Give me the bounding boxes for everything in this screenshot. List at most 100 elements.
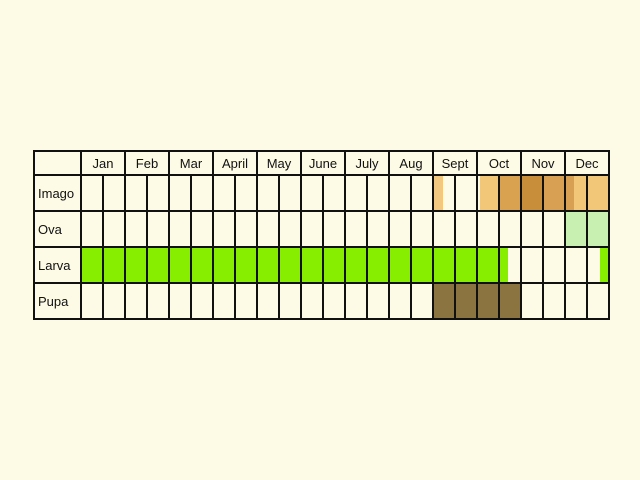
half-month-cell — [542, 174, 566, 212]
half-month-cell — [234, 282, 258, 320]
half-month-cell — [564, 210, 588, 248]
half-month-cell — [168, 246, 192, 284]
half-month-cell — [410, 282, 434, 320]
half-month-cell — [212, 246, 236, 284]
corner-cell — [33, 150, 82, 176]
stage-row-larva: Larva — [33, 246, 610, 284]
half-month-cell — [322, 174, 346, 212]
partial-fill — [480, 177, 497, 209]
stage-row-ova: Ova — [33, 210, 610, 248]
half-month-cell — [344, 246, 368, 284]
partial-fill — [574, 177, 585, 209]
partial-fill — [567, 177, 574, 209]
half-month-cell — [212, 174, 236, 212]
half-month-cell — [80, 210, 104, 248]
partial-fill — [435, 177, 443, 209]
half-month-cell — [102, 174, 126, 212]
half-month-cell — [278, 210, 302, 248]
half-month-cell — [388, 246, 412, 284]
half-month-cell — [146, 282, 170, 320]
month-header-may: May — [256, 150, 302, 176]
month-header-jan: Jan — [80, 150, 126, 176]
partial-fill — [589, 177, 607, 209]
half-month-cell — [366, 282, 390, 320]
half-month-cell — [476, 210, 500, 248]
month-header-nov: Nov — [520, 150, 566, 176]
half-month-cell — [102, 282, 126, 320]
stage-row-pupa: Pupa — [33, 282, 610, 320]
half-month-cell — [432, 174, 456, 212]
stage-label: Ova — [33, 210, 82, 248]
half-month-cell — [476, 246, 500, 284]
month-header-aug: Aug — [388, 150, 434, 176]
half-month-cell — [80, 246, 104, 284]
half-month-cell — [454, 282, 478, 320]
half-month-cell — [520, 282, 544, 320]
half-month-cell — [256, 174, 280, 212]
half-month-cell — [542, 246, 566, 284]
half-month-cell — [410, 210, 434, 248]
half-month-cell — [322, 210, 346, 248]
half-month-cell — [300, 282, 324, 320]
half-month-cell — [476, 282, 500, 320]
half-month-cell — [300, 210, 324, 248]
half-month-cell — [168, 210, 192, 248]
half-month-cell — [410, 174, 434, 212]
partial-fill — [501, 249, 508, 281]
half-month-cell — [520, 246, 544, 284]
partial-fill — [545, 177, 563, 209]
stage-label: Larva — [33, 246, 82, 284]
half-month-cell — [256, 210, 280, 248]
half-month-cell — [102, 246, 126, 284]
half-month-cell — [190, 282, 214, 320]
half-month-cell — [476, 174, 500, 212]
half-month-cell — [168, 174, 192, 212]
half-month-cell — [234, 210, 258, 248]
month-header-feb: Feb — [124, 150, 170, 176]
half-month-cell — [432, 282, 456, 320]
half-month-cell — [146, 174, 170, 212]
half-month-cell — [388, 174, 412, 212]
half-month-cell — [564, 174, 588, 212]
half-month-cell — [586, 174, 610, 212]
half-month-cell — [432, 246, 456, 284]
half-month-cell — [300, 174, 324, 212]
half-month-cell — [388, 210, 412, 248]
half-month-cell — [80, 282, 104, 320]
half-month-cell — [586, 282, 610, 320]
half-month-cell — [278, 174, 302, 212]
month-header-dec: Dec — [564, 150, 610, 176]
half-month-cell — [212, 282, 236, 320]
half-month-cell — [300, 246, 324, 284]
half-month-cell — [388, 282, 412, 320]
half-month-cell — [498, 210, 522, 248]
half-month-cell — [190, 174, 214, 212]
half-month-cell — [278, 246, 302, 284]
half-month-cell — [124, 282, 148, 320]
half-month-cell — [432, 210, 456, 248]
half-month-cell — [322, 246, 346, 284]
half-month-cell — [520, 210, 544, 248]
stage-label: Pupa — [33, 282, 82, 320]
month-header-july: July — [344, 150, 390, 176]
month-header-row: Jan Feb Mar April May June July Aug Sept Oct Nov De… — [33, 150, 610, 176]
partial-fill — [567, 213, 585, 245]
half-month-cell — [146, 246, 170, 284]
half-month-cell — [520, 174, 544, 212]
half-month-cell — [498, 282, 522, 320]
partial-fill — [600, 249, 607, 281]
half-month-cell — [498, 174, 522, 212]
half-month-cell — [410, 246, 434, 284]
half-month-cell — [256, 282, 280, 320]
half-month-cell — [146, 210, 170, 248]
half-month-cell — [344, 174, 368, 212]
half-month-cell — [564, 246, 588, 284]
half-month-cell — [124, 246, 148, 284]
month-header-june: June — [300, 150, 346, 176]
half-month-cell — [278, 282, 302, 320]
half-month-cell — [124, 174, 148, 212]
half-month-cell — [542, 282, 566, 320]
partial-fill — [523, 177, 541, 209]
half-month-cell — [454, 210, 478, 248]
half-month-cell — [366, 174, 390, 212]
